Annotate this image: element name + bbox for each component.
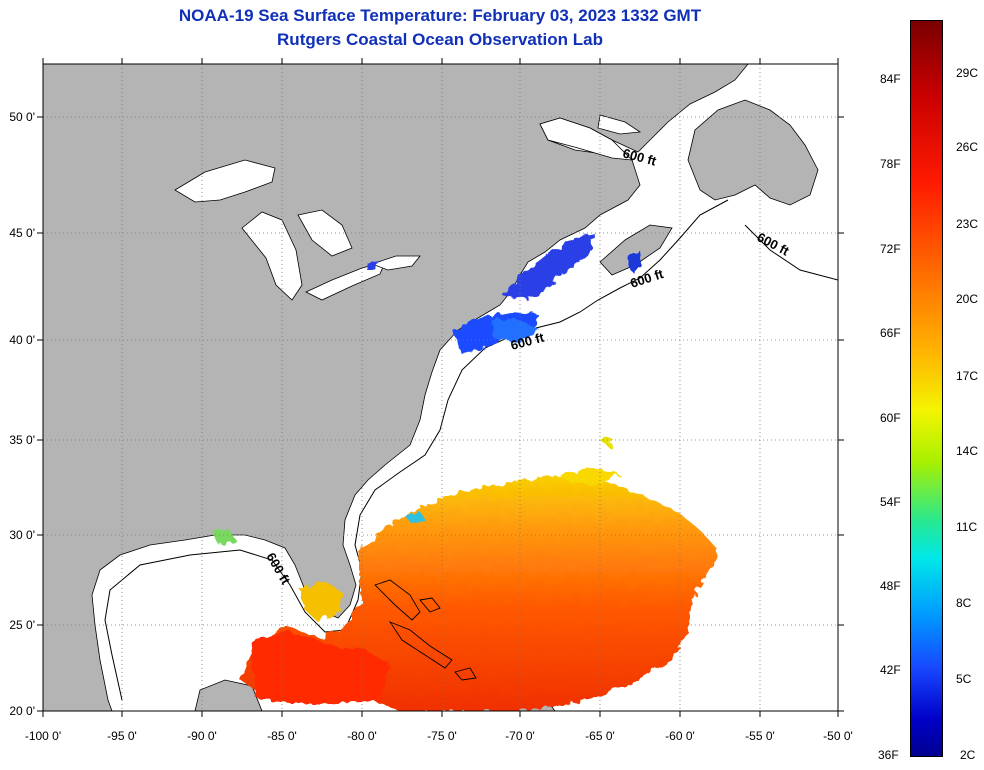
colorbar-fahrenheit-label: 84F [880, 72, 901, 86]
graticule [43, 64, 838, 711]
map-subtitle: Rutgers Coastal Ocean Observation Lab [277, 30, 603, 49]
colorbar-celsius-label: 14C [956, 444, 979, 458]
lon-label: -55 0' [745, 729, 775, 743]
lat-label: 50 0' [9, 110, 35, 124]
colorbar-celsius-label: 5C [956, 672, 972, 686]
colorbar-celsius-label: 20C [956, 292, 979, 306]
lat-label: 45 0' [9, 226, 35, 240]
lon-label: -70 0' [505, 729, 535, 743]
lon-label: -90 0' [187, 729, 217, 743]
lon-label: -100 0' [25, 729, 61, 743]
map-title: NOAA-19 Sea Surface Temperature: Februar… [178, 6, 702, 25]
lat-label: 30 0' [9, 528, 35, 542]
colorbar-celsius-label: 8C [956, 596, 972, 610]
lat-label: 40 0' [9, 333, 35, 347]
temperature-colorbar [910, 20, 943, 757]
colorbar-fahrenheit-label: 48F [880, 579, 901, 593]
lon-label: -85 0' [267, 729, 297, 743]
colorbar-celsius-label: 29C [956, 66, 979, 80]
colorbar-celsius-label: 17C [956, 369, 979, 383]
sst-cold-water-area [366, 234, 642, 354]
lon-label: -60 0' [665, 729, 695, 743]
newfoundland-land [687, 99, 819, 206]
colorbar-fahrenheit-label: 60F [880, 411, 901, 425]
colorbar-celsius-label: 2C [960, 748, 976, 762]
yucatan-land [194, 679, 263, 711]
colorbar-celsius-label: 26C [956, 140, 979, 154]
colorbar-celsius-label: 23C [956, 217, 979, 231]
lat-label: 20 0' [9, 704, 35, 718]
nova-scotia-land [599, 224, 673, 276]
colorbar-fahrenheit-label: 66F [880, 326, 901, 340]
lon-label: -50 0' [823, 729, 853, 743]
lon-label: -95 0' [107, 729, 137, 743]
colorbar-fahrenheit-label: 54F [880, 495, 901, 509]
colorbar-fahrenheit-label: 42F [880, 663, 901, 677]
colorbar-fahrenheit-label: 36F [878, 748, 899, 762]
lon-label: -75 0' [427, 729, 457, 743]
shelf-contour-line [104, 199, 838, 701]
lon-label: -65 0' [585, 729, 615, 743]
colorbar-fahrenheit-label: 72F [880, 242, 901, 256]
axis-ticks [37, 58, 844, 717]
map-frame [42, 63, 839, 712]
lat-label: 35 0' [9, 433, 35, 447]
lat-label: 25 0' [9, 618, 35, 632]
great-lakes [174, 114, 642, 301]
sst-warm-water-area [212, 438, 718, 711]
colorbar-fahrenheit-label: 78F [880, 157, 901, 171]
bahamas-islands [374, 579, 477, 681]
colorbar-celsius-label: 11C [956, 520, 978, 534]
lon-label: -80 0' [347, 729, 377, 743]
